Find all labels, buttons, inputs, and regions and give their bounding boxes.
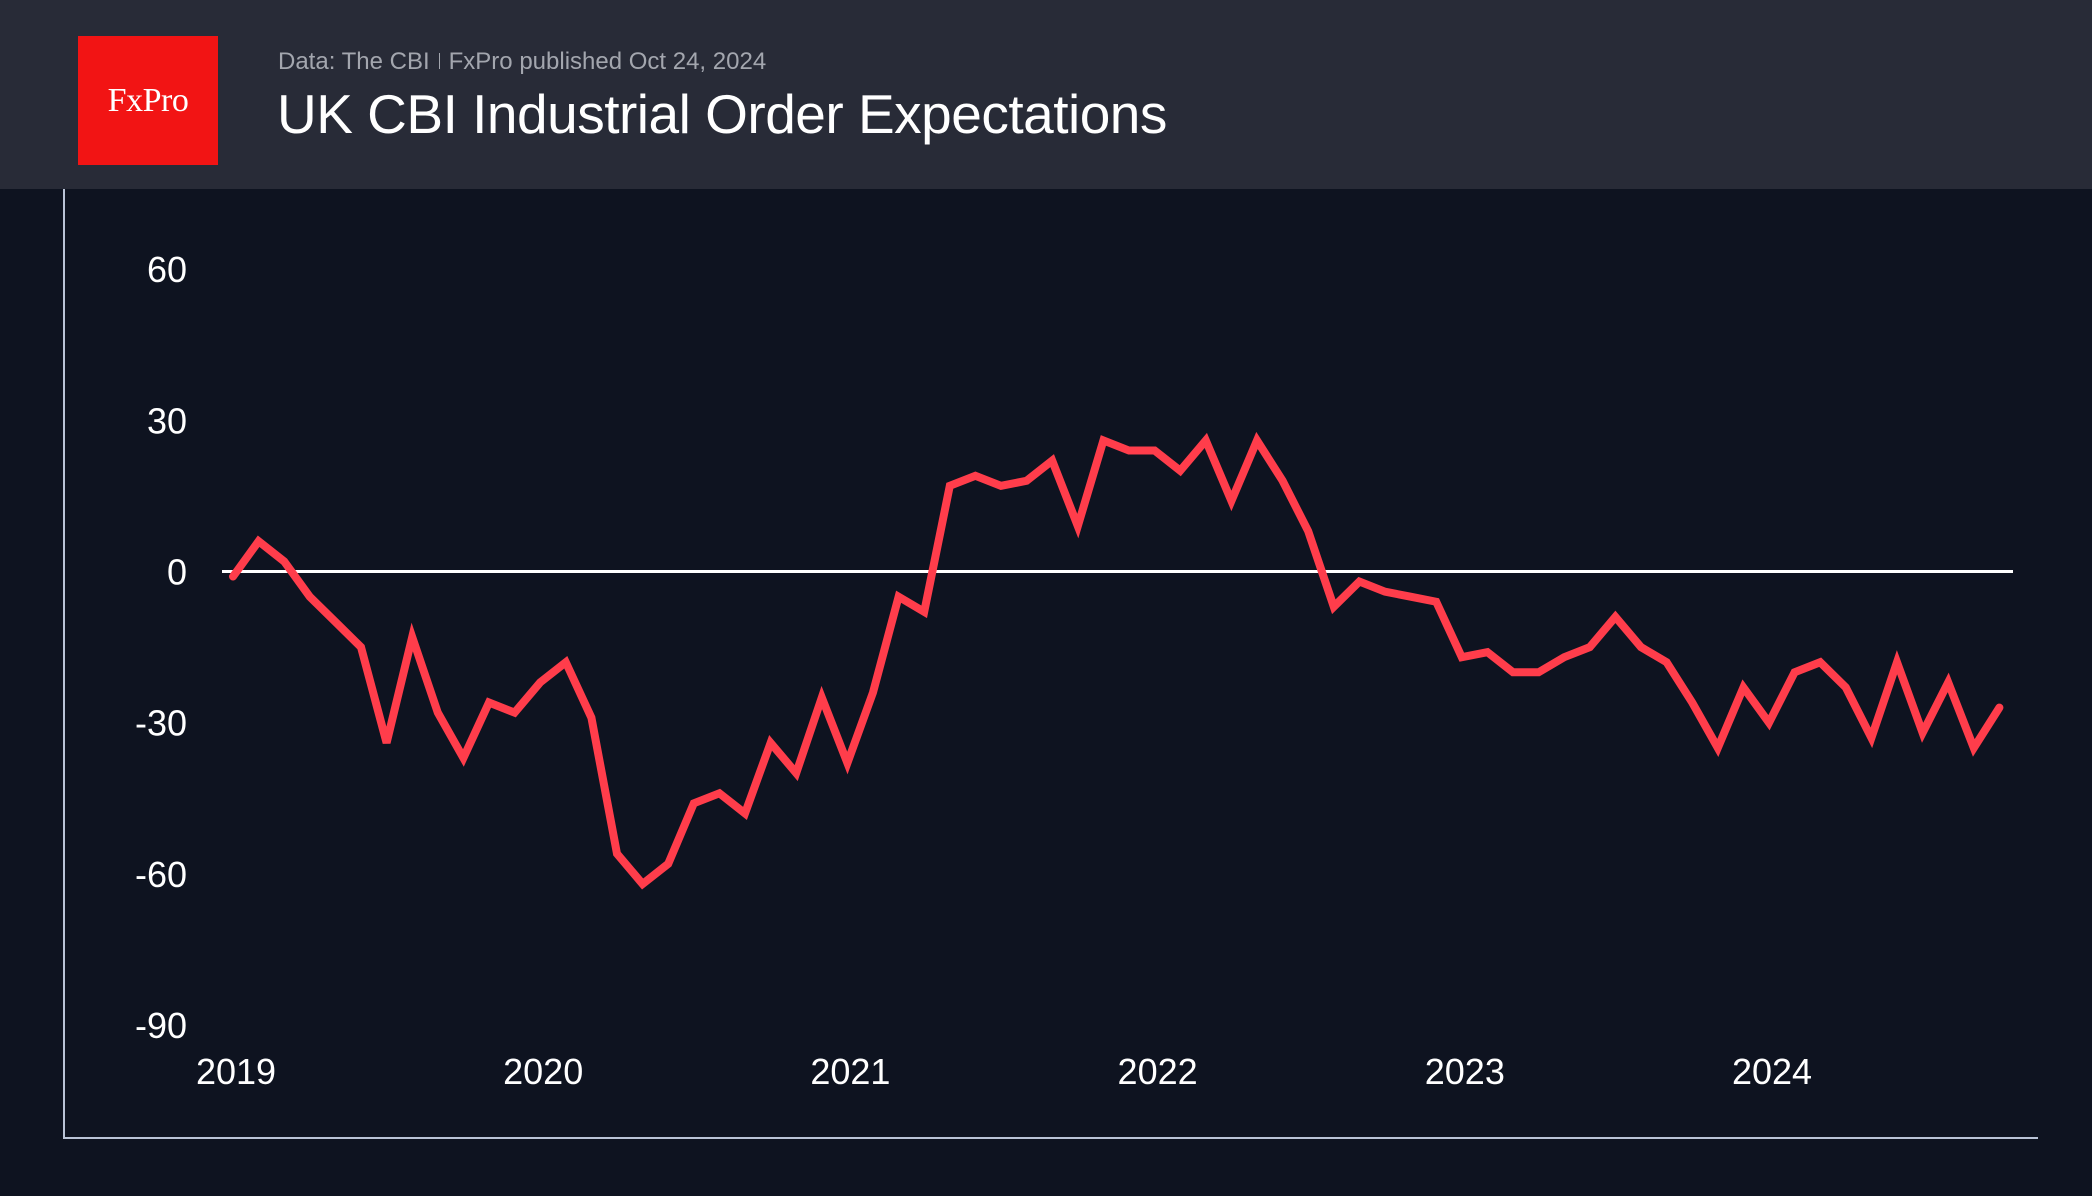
chart-subtitle: Data: The CBI FxPro published Oct 24, 202… — [278, 48, 766, 76]
chart-title: UK CBI Industrial Order Expectations — [277, 83, 1167, 145]
series-line — [229, 431, 2004, 890]
y-tick-label: 30 — [147, 400, 187, 441]
publish-info: FxPro published Oct 24, 2024 — [448, 48, 767, 75]
x-tick-label: 2019 — [196, 1051, 276, 1092]
x-tick-label: 2021 — [810, 1051, 890, 1092]
x-tick-label: 2023 — [1425, 1051, 1505, 1092]
x-tick-label: 2024 — [1732, 1051, 1812, 1092]
x-tick-label: 2020 — [503, 1051, 583, 1092]
data-source: Data: The CBI — [278, 48, 430, 75]
y-tick-label: -30 — [135, 703, 187, 744]
separator — [438, 53, 440, 69]
series-layer — [229, 431, 2004, 890]
y-tick-label: 60 — [147, 249, 187, 290]
y-axis: 60 30 0 -30 -60 -90 — [135, 249, 187, 1046]
logo-text: FxPro — [107, 81, 189, 119]
y-tick-label: -60 — [135, 854, 187, 895]
fxpro-logo: FxPro — [78, 36, 218, 165]
header: FxPro Data: The CBI FxPro published Oct 2… — [0, 0, 2092, 189]
x-axis: 2019 2020 2021 2022 2023 2024 — [196, 1051, 1812, 1092]
x-tick-label: 2022 — [1118, 1051, 1198, 1092]
y-tick-label: -90 — [135, 1005, 187, 1046]
y-tick-label: 0 — [167, 552, 187, 593]
